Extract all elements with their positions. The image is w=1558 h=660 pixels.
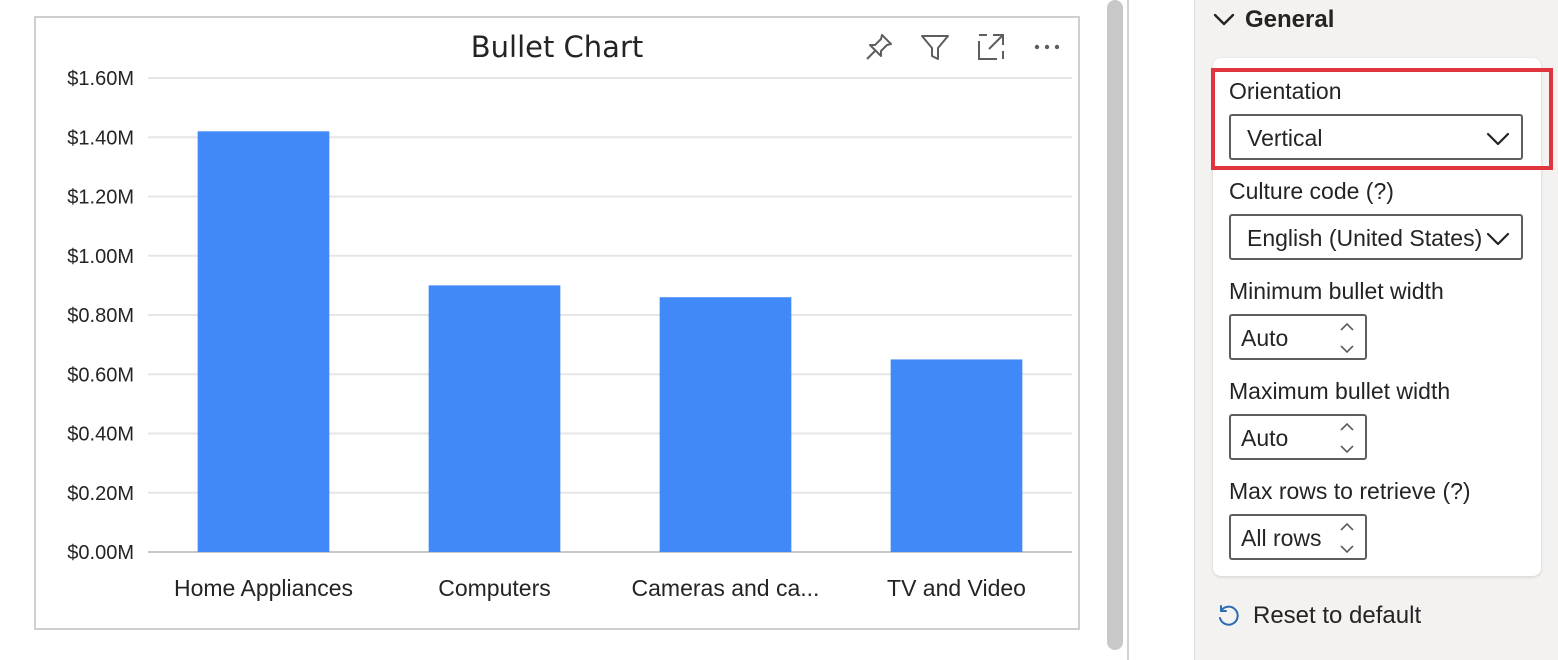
bar[interactable]	[659, 297, 792, 552]
min-bullet-width-label: Minimum bullet width	[1229, 278, 1444, 304]
bar[interactable]	[197, 131, 330, 552]
chevron-down-icon	[1213, 13, 1235, 26]
x-tick-label: Home Appliances	[174, 575, 353, 601]
bar[interactable]	[428, 285, 561, 552]
x-tick-label: Cameras and ca...	[632, 575, 820, 601]
bullet-chart-visual[interactable]: $0.00M $0.20M $0.40M $0.60M $0.80M $1.00M $1.2…	[34, 16, 1080, 630]
min-bullet-width-value: Auto	[1241, 325, 1289, 351]
general-section-header[interactable]: General	[1211, 6, 1334, 34]
chevron-down-icon	[1485, 226, 1511, 252]
filter-icon[interactable]	[918, 30, 952, 64]
pane-divider	[1127, 0, 1129, 660]
general-section-title: General	[1245, 6, 1335, 33]
y-tick-label: $1.60M	[67, 68, 134, 90]
y-tick-label: $0.80M	[67, 305, 134, 327]
chevron-down-icon[interactable]	[1337, 441, 1357, 457]
general-settings-card: Orientation Vertical Culture code (?) En…	[1213, 58, 1541, 576]
bar-chart: $0.00M $0.20M $0.40M $0.60M $0.80M $1.00M $1.2…	[67, 68, 1072, 601]
y-tick-label: $1.00M	[67, 246, 134, 268]
chevron-down-icon[interactable]	[1337, 541, 1357, 557]
orientation-label: Orientation	[1229, 78, 1342, 104]
y-tick-label: $0.00M	[67, 542, 134, 564]
max-bullet-width-value: Auto	[1241, 425, 1289, 451]
y-tick-label: $0.20M	[67, 483, 134, 505]
bar[interactable]	[890, 359, 1023, 552]
orientation-dropdown[interactable]: Vertical	[1229, 114, 1523, 160]
reset-label: Reset to default	[1253, 602, 1422, 629]
chevron-down-icon[interactable]	[1337, 341, 1357, 357]
culture-code-value: English (United States)	[1247, 225, 1483, 251]
max-rows-stepper[interactable]: All rows	[1229, 514, 1367, 560]
focus-mode-icon[interactable]	[974, 30, 1008, 64]
x-tick-label: TV and Video	[887, 575, 1026, 601]
y-tick-label: $0.60M	[67, 364, 134, 386]
reset-to-default-button[interactable]: Reset to default	[1215, 602, 1421, 630]
orientation-value: Vertical	[1247, 125, 1323, 151]
chevron-down-icon	[1486, 132, 1510, 146]
reset-icon	[1219, 605, 1239, 626]
culture-code-dropdown[interactable]: English (United States)	[1229, 214, 1523, 260]
visual-title: Bullet Chart	[470, 30, 644, 64]
y-tick-label: $1.20M	[67, 187, 134, 209]
max-bullet-width-stepper[interactable]: Auto	[1229, 414, 1367, 460]
chevron-up-icon[interactable]	[1337, 419, 1357, 435]
canvas-vertical-scrollbar[interactable]	[1107, 0, 1123, 650]
max-rows-value: All rows	[1241, 525, 1322, 551]
max-bullet-width-label: Maximum bullet width	[1229, 378, 1451, 404]
culture-code-label: Culture code (?)	[1229, 178, 1394, 204]
max-rows-label: Max rows to retrieve (?)	[1229, 478, 1471, 504]
x-tick-label: Computers	[438, 575, 550, 601]
y-tick-label: $1.40M	[67, 127, 134, 149]
min-bullet-width-stepper[interactable]: Auto	[1229, 314, 1367, 360]
chevron-up-icon[interactable]	[1337, 319, 1357, 335]
chevron-up-icon[interactable]	[1337, 519, 1357, 535]
format-pane: General Orientation Vertical Culture cod…	[1194, 0, 1558, 660]
pin-icon[interactable]	[862, 30, 896, 64]
y-tick-label: $0.40M	[67, 424, 134, 446]
more-options-icon[interactable]	[1030, 30, 1064, 64]
